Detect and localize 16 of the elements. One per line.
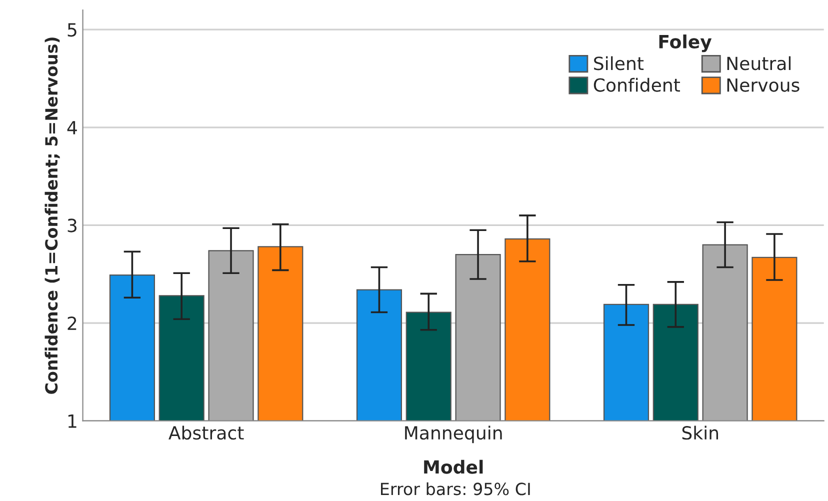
y-tick-label: 4: [67, 121, 77, 134]
x-axis-title: Model: [424, 460, 483, 474]
x-tick-label: Abstract: [168, 426, 244, 440]
y-tick-label: 3: [68, 218, 76, 232]
y-tick-label: 2: [68, 316, 76, 330]
text: Error bars: 95% CI: [381, 482, 530, 496]
x-tick-label: Mannequin: [405, 426, 502, 444]
legend-label: Silent: [594, 56, 644, 70]
y-axis-title: Confidence (1=Confident; 5=Nervous): [44, 38, 60, 394]
legend-label: Neutral: [727, 56, 791, 70]
legend-label: Nervous: [727, 78, 800, 92]
x-tick-label: Skin: [682, 426, 718, 440]
y-tick-label: 5: [68, 23, 76, 37]
legend-label: Confident: [594, 78, 680, 92]
y-tick-label: 1: [68, 414, 76, 428]
legend-title: Foley: [659, 34, 712, 52]
